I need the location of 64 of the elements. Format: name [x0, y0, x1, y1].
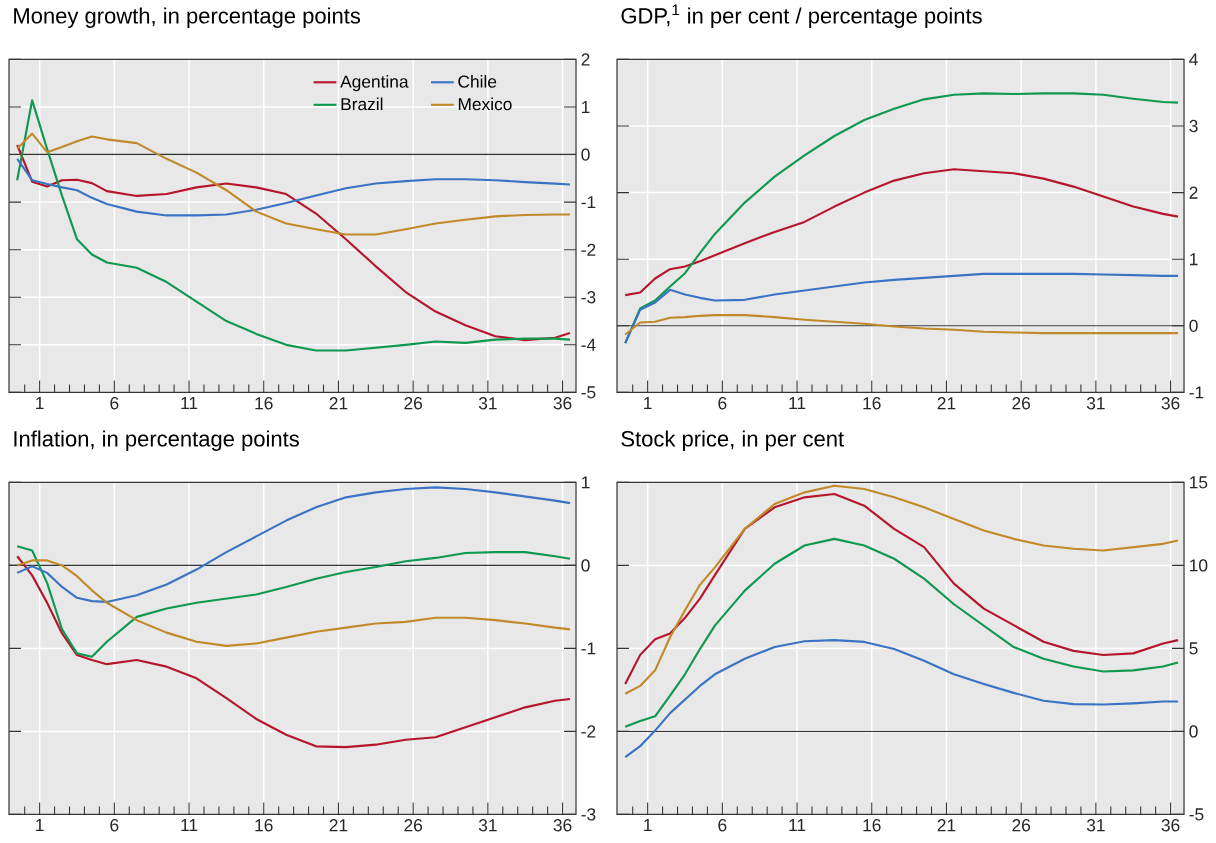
x-tick-label: 11 — [789, 818, 806, 831]
x-tick-label: 16 — [863, 396, 881, 410]
y-tick-label: 5 — [1189, 642, 1198, 655]
x-tick-label: 26 — [404, 818, 423, 832]
legend-label: Chile — [458, 74, 497, 88]
chart-title: Inflation, in percentage points — [14, 430, 299, 451]
y-tick-label: -1 — [1189, 386, 1204, 399]
chart-title: Money growth, in percentage points — [14, 7, 361, 28]
legend-label: Mexico — [458, 97, 512, 111]
y-tick-label: -1 — [581, 642, 596, 655]
x-tick-label: 21 — [329, 818, 348, 832]
x-tick-label: 6 — [110, 818, 119, 832]
x-tick-label: 16 — [255, 818, 273, 832]
x-tick-label: 36 — [553, 396, 572, 410]
y-tick-label: 1 — [1190, 253, 1198, 265]
x-tick-label: 26 — [404, 396, 423, 410]
x-tick-label: 26 — [1012, 818, 1031, 832]
x-tick-label: 6 — [110, 396, 119, 410]
y-tick-label: -5 — [1189, 808, 1204, 821]
y-tick-label: -5 — [581, 386, 596, 399]
x-tick-label: 1 — [36, 818, 44, 831]
x-tick-label: 6 — [718, 396, 727, 410]
x-tick-label: 16 — [255, 396, 273, 410]
y-tick-label: 4 — [1189, 53, 1198, 66]
x-tick-label: 36 — [1161, 818, 1180, 832]
x-tick-label: 21 — [937, 396, 956, 410]
chart-title: GDP,$^{1}$ in per cent / percentage points — [621, 4, 982, 28]
x-tick-label: 11 — [789, 396, 806, 409]
x-tick-label: 1 — [644, 396, 652, 409]
y-tick-label: -2 — [581, 243, 596, 256]
y-tick-label: -3 — [581, 290, 596, 304]
y-tick-label: 0 — [1189, 319, 1198, 332]
x-tick-label: 36 — [553, 818, 572, 832]
x-tick-label: 21 — [329, 396, 348, 410]
y-tick-label: -3 — [581, 808, 596, 821]
y-tick-label: 1 — [582, 476, 590, 489]
y-tick-label: 0 — [1189, 725, 1198, 738]
x-tick-label: 1 — [36, 396, 44, 409]
x-tick-label: 21 — [937, 818, 956, 832]
y-tick-label: -2 — [581, 725, 596, 738]
chart-title: Stock price, in per cent — [621, 430, 844, 451]
x-tick-label: 31 — [478, 396, 497, 410]
x-tick-label: 36 — [1161, 396, 1180, 410]
x-tick-label: 26 — [1012, 396, 1031, 410]
y-tick-label: 2 — [581, 53, 590, 66]
x-tick-label: 1 — [644, 818, 652, 831]
x-tick-label: 11 — [181, 818, 198, 831]
y-tick-label: 15 — [1190, 476, 1208, 489]
x-tick-label: 31 — [478, 818, 497, 832]
y-tick-label: 2 — [1189, 186, 1198, 199]
x-tick-label: 6 — [718, 818, 727, 832]
y-tick-label: -4 — [581, 338, 596, 351]
y-tick-label: 3 — [1189, 119, 1198, 132]
y-tick-label: 0 — [581, 559, 590, 572]
legend-label: Agentina — [340, 74, 409, 91]
legend-label: Brazil — [341, 97, 383, 111]
y-tick-label: 10 — [1190, 559, 1208, 572]
x-tick-label: 31 — [1086, 396, 1105, 410]
y-tick-label: 1 — [582, 100, 590, 113]
x-tick-label: 11 — [181, 396, 198, 409]
x-tick-label: 16 — [863, 818, 881, 832]
y-tick-label: -1 — [581, 195, 596, 208]
y-tick-label: 0 — [581, 148, 590, 161]
x-tick-label: 31 — [1086, 818, 1105, 832]
